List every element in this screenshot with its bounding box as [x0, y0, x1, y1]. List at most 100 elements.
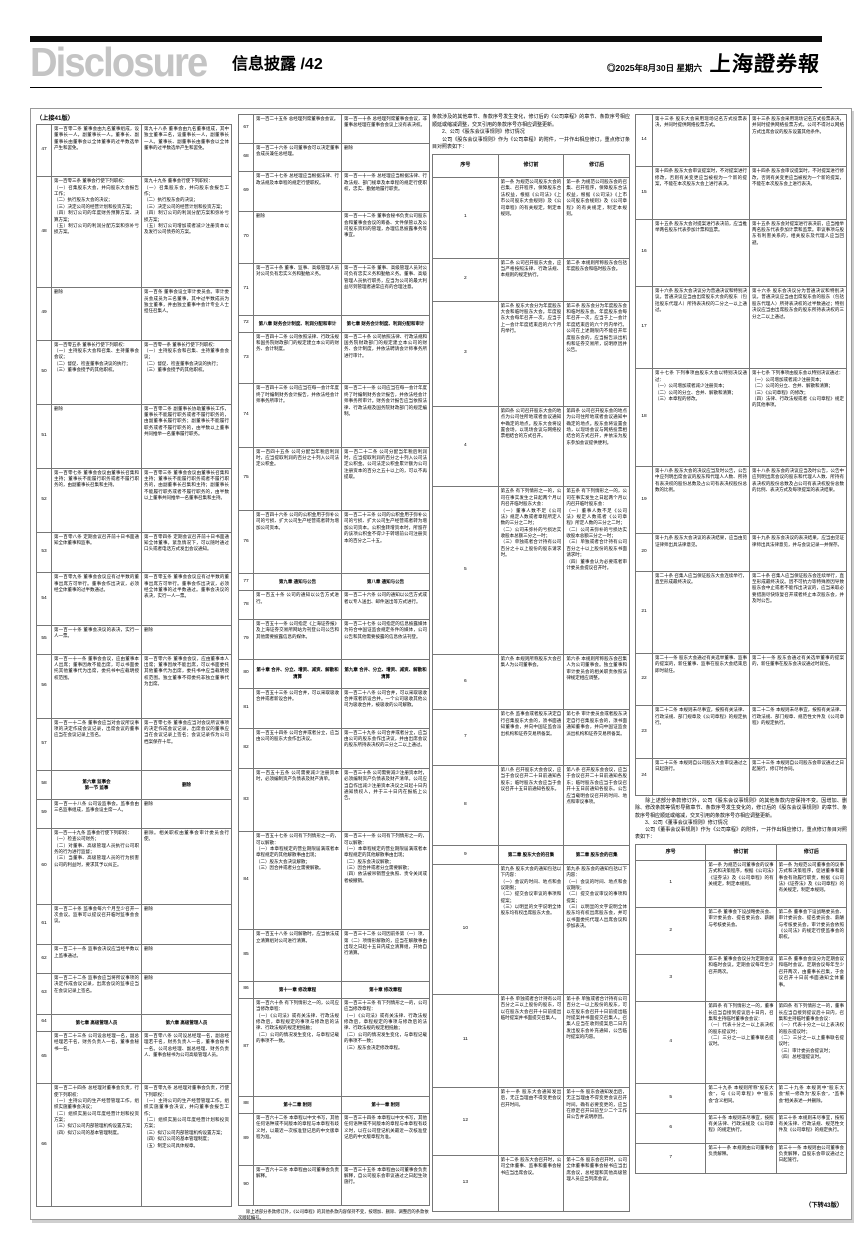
date-text: 2025年8月30日 星期六	[615, 63, 702, 73]
table-row: 85 第一百五十八条 公司解散时，应当依法成立清算组对公司进行清算。 第一百三十二条…	[238, 929, 430, 982]
table-row: 11 第十条 单独或者合计持有公司百分之三以上股份的股东，可以在股东大会召开十日前…	[432, 993, 630, 1088]
row-number-cell: 59	[36, 798, 52, 829]
table-row: 52 第一百零七条 董事会会议由董事长召集和主持；董事长不能履行职务或者不履行职务…	[36, 467, 232, 533]
after-revision-cell: 第一百三十五条 本章程由公司董事会负责解释，自公司股东会审议通过之日起生效施行。	[341, 1164, 430, 1207]
after-revision-cell: 第一百二十六条 公司的通知以公告方式或者以专人送出、邮件送出等方式进行。	[341, 590, 430, 620]
before-revision-cell: 第一百二十二条 监事会应当将所议事项的决定作成会议记录，出席会议的监事应当在会议…	[51, 973, 142, 1015]
table-row: 13 第十二条 股东大会召开时，公司全体董事、监事和董事会秘书应当出席会议。 第十二…	[432, 1154, 630, 1212]
before-revision-cell: 第一百五十八条 公司解散时，应当依法成立清算组对公司进行清算。	[253, 929, 342, 982]
row-number-cell: 6	[432, 653, 499, 711]
after-revision-cell: 第十一条 股东会通知发出后，无正当理由不得变更会议召开时间。确有必要变更的，应当…	[563, 1086, 630, 1156]
before-revision-cell: 第一百五十条 公司的通知以公告方式进行。	[253, 590, 342, 620]
row-number-cell: 16	[635, 218, 653, 288]
row-number-cell: 65	[36, 1030, 52, 1085]
section-title-text: 信息披露	[232, 56, 297, 73]
after-revision-cell: 第二十条 召集人应当保证股东会连续举行，直至形成最终决议。因不可抗力等特殊原因导…	[749, 570, 847, 655]
before-revision-cell: 第十四条 股东大会审议提案时，不对提案进行修改，否则有关变更应当被视为一个新的提…	[652, 166, 750, 220]
before-revision-cell: 第四条 公司召开股东大会的地点为公司住所地或者会议通知中确定的地点。股东大会将设…	[497, 405, 565, 488]
row-number-cell: 20	[635, 533, 653, 572]
row-number-cell: 4	[432, 405, 499, 488]
before-revision-cell: 第一百六十条 有下列情形之一的，公司应当修改章程： （一）《公司法》或有关法律、…	[253, 997, 342, 1097]
row-number-cell: 73	[238, 331, 254, 385]
before-revision-cell: 第一百四十六条 公司的公积金用于弥补公司的亏损、扩大公司生产经营或者转为增加公司…	[253, 510, 342, 575]
row-number-cell: 55	[36, 624, 52, 655]
after-revision-cell: 第十二条 股东会召开时，公司全体董事和董事会秘书应当出席会议，总经理和其他高级管…	[563, 1154, 630, 1212]
table-row: 83 第一百五十五条 公司需要减少注册资本时，必须编制资产负债表及财产清单。 第一百…	[238, 767, 430, 833]
before-revision-cell: 第一百二十五条 总经理列席董事会会议。	[253, 114, 342, 144]
table-row: 5 第五条 有下列情形之一的，公司在事实发生之日起两个月以内召开临时股东大会： （…	[432, 486, 630, 655]
before-revision-cell: 第十八条 股东大会的决议应当及时公告，公告中应列明出席会议的股东和代理人人数、所…	[652, 465, 750, 535]
row-number-cell: 23	[635, 705, 653, 759]
table-row: 72 第八章 财务会计制度、利润分配和审计 第七章 财务会计制度、利润分配和审计	[238, 314, 430, 333]
after-revision-cell: 第一百二十一条 公司应当在每一会计年度终了时编制财务会计报告，并依法经会计师事务…	[341, 383, 430, 448]
table-row: 22 第二十一条 股东大会通过有关选举董事、监事的提案的，新任董事、监事在股东大会…	[635, 653, 847, 707]
row-number-cell: 88	[238, 1095, 254, 1114]
after-revision-cell: 第一百零四条 定期会议召开前十日书面通知全体董事。紧急情况下，可以随时通过口头或…	[141, 531, 232, 574]
before-revision-cell: 第一百三十条 董事、监事、高级管理人员对公司负有忠实义务和勤勉义务。	[253, 263, 342, 316]
table-row: 59 第一百一十八条 公司设监事会。监事会由三名监事组成，监事会设主席一人。 删除	[36, 798, 232, 829]
after-revision-cell: 第十一章 附则	[341, 1095, 430, 1114]
row-number-cell: 48	[36, 176, 52, 289]
table-row: 10 第九条 股东大会的通知包括以下内容： （一）会议的时间、地点和会议期限； （…	[432, 863, 630, 995]
row-number-cell: 66	[36, 1083, 52, 1207]
before-revision-cell: 第四条 有下列情形之一的，董事长应当自接到提议后十日内，召集和主持临时董事会会议…	[705, 1001, 777, 1084]
after-revision-cell: 删除	[141, 944, 232, 975]
before-revision-cell: 第一百二十一条 监事会决议应当经半数以上监事通过。	[51, 944, 142, 975]
table-row: 76 第一百四十六条 公司的公积金用于弥补公司的亏损、扩大公司生产经营或者转为增加…	[238, 510, 430, 575]
table-row: 6 第六条 本规则所称股东大会召集人为公司董事会。 第六条 本规则所称股东会召集人为…	[432, 653, 630, 711]
before-revision-cell: 第二十九条 本规则所称“股东大会”，与《公司章程》中“股东会”含义相同。	[705, 1082, 777, 1114]
table-row: 56 第一百一十一条 董事会会议，应由董事本人出席；董事因故不能出席，可以书面委托…	[36, 653, 232, 719]
after-revision-cell: 第二章 股东会的召集	[563, 845, 630, 865]
table-row: 58 第六章 监事会 第一节 监事 删除	[36, 769, 232, 800]
row-number-cell: 1	[634, 859, 707, 908]
row-number-cell: 69	[238, 171, 254, 213]
before-revision-cell: 第八章 财务会计制度、利润分配和审计	[253, 314, 342, 333]
table-row: 48 第一百零三条 董事会行使下列职权： （一）召集股东大会，并向股东大会报告工作…	[36, 176, 232, 289]
table-row: 17 第十六条 股东大会决议分为普通决议和特别决议。普通决议应当由出席股东大会的股…	[635, 286, 847, 370]
table-row: 14 第十三条 股东大会采用现场记名方式投票表决，并同时提供网络投票方式。 第十三条…	[635, 113, 847, 168]
after-revision-cell: 第一百三十一条 公司有下列情形之一的，可以解散： （一）本章程规定的营业期限届满…	[341, 831, 430, 931]
before-revision-cell: 第十一条 股东大会通知发出后，无正当理由不得变更会议召开时间。	[497, 1086, 565, 1156]
table-row: 61 第一百二十条 监事会每六个月至少召开一次会议。监事可以提议召开临时监事会会议…	[36, 903, 232, 946]
row-number-cell: 87	[238, 997, 254, 1097]
after-revision-cell: 第九十九条 董事会行使下列职权： （一）召集股东会，并向股东会报告工作； （二）…	[141, 176, 232, 289]
row-number-cell: 90	[238, 1164, 254, 1207]
publication-date: ◎2025年8月30日 星期六	[607, 62, 702, 74]
before-revision-cell: 第一百二十六条 公司董事会可以决定董事会成员兼任总经理。	[253, 142, 342, 173]
after-revision-cell: 第一百二十七条 公司指定的信息披露媒体为符合中国证监会规定条件的媒体，公司公告和…	[341, 618, 430, 661]
before-revision-cell: 第十五条 股东大会对提案进行表决前，应当推举两名股东代表参加计票和监票。	[652, 218, 750, 288]
before-revision-cell: 第二十三条 本规则自公司股东大会审议通过之日起施行。	[652, 757, 750, 797]
after-revision-cell: 第三十条 本规则未尽事宜，按照有关法律、行政法规、规范性文件及《公司章程》的规定…	[775, 1112, 848, 1144]
before-revision-cell: 第七章 高级管理人员	[51, 1013, 142, 1032]
after-revision-cell: 第七条 审计委员会或者股东决定自行召集股东会的，须书面通知董事会，并向中国证监会…	[563, 709, 630, 767]
row-number-cell: 77	[238, 573, 254, 592]
table-row: 4 第四条 有下列情形之一的，董事长应当自接到提议后十日内，召集和主持临时董事会会…	[634, 1001, 848, 1084]
row-number-cell: 75	[238, 446, 254, 512]
before-revision-cell: 第八条 召开股东大会会议，应当于会议召开二十日前通知各股东；临时股东大会应当于会…	[497, 765, 565, 847]
row-number-cell: 22	[635, 653, 653, 707]
before-revision-cell: 第三十条 本规则未尽事宜，按照有关法律、行政法规及《公司章程》的规定执行。	[705, 1112, 777, 1144]
row-number-cell: 58	[36, 769, 52, 800]
after-revision-cell: 第一百三十四条 本章程以中文书写，其他任何语种或不同版本的章程与本章程有歧义时，…	[341, 1112, 430, 1166]
after-revision-cell: 第一百三十条 公司需要减少注册资本时，必须编制资产负债表及财产清单。公司应当自作…	[341, 767, 430, 833]
before-revision-cell: 第二条 董事会下设战略委员会、审计委员会、提名委员会、薪酬与考核委员会。	[705, 906, 777, 956]
after-revision-cell: 第四条 公司召开股东会的地点为公司住所地或者会议通知中确定的地点。股东会将设置会…	[563, 405, 630, 488]
table-row: 64 第七章 高级管理人员 第六章 高级管理人员	[36, 1013, 232, 1032]
before-revision-cell: 第一百五十七条 公司有下列情形之一的，可以解散： （一）本章程规定的营业期限届满…	[253, 831, 342, 931]
row-number-cell: 2	[634, 906, 707, 956]
after-revision-cell: 删除	[341, 142, 430, 173]
row-number-cell: 57	[36, 717, 52, 771]
table-row: 55 第一百一十条 董事会决议的表决，实行一人一票。 删除	[36, 624, 232, 655]
before-revision-cell: 第一百一十二条 董事会应当对会议所议事项的决定作成会议记录，出席会议的董事应当在…	[51, 717, 142, 771]
table-row: 87 第一百六十条 有下列情形之一的，公司应当修改章程： （一）《公司法》或有关法…	[238, 997, 430, 1097]
before-revision-cell: 第二十一条 股东大会通过有关选举董事、监事的提案的，新任董事、监事在股东大会结束…	[652, 653, 750, 707]
after-revision-cell: 第一百条 董事会设立审计委员会。审计委员会成员为三名董事，其中过半数成员为独立董…	[141, 287, 232, 341]
row-number-cell: 9	[432, 845, 499, 865]
table-row: 81 第一百五十三条 公司合并，可以采取吸收合并或者新设合并。 第一百二十八条 公司…	[238, 687, 430, 729]
after-revision-cell: 第二十二条 本规则未尽事宜，按照有关法律、行政法规、部门规章、规范性文件及《公司…	[749, 705, 847, 759]
after-revision-cell: 第一百一十条 总经理列席董事会会议，非董事总经理在董事会会议上没有表决权。	[341, 114, 430, 144]
header-rule	[30, 87, 822, 88]
table-row: 82 第一百五十四条 公司合并或者分立，应当由公司的股东大会作出决议。 第一百二十九…	[238, 727, 430, 769]
after-revision-cell: 第一百零三条 董事会会议由董事长召集和主持；董事长不能履行职务或者不履行职务的，…	[141, 467, 232, 533]
after-revision-cell: 第一百零二条 副董事长协助董事长工作，董事长不能履行职务或者不履行职务的，由副董…	[141, 403, 232, 469]
